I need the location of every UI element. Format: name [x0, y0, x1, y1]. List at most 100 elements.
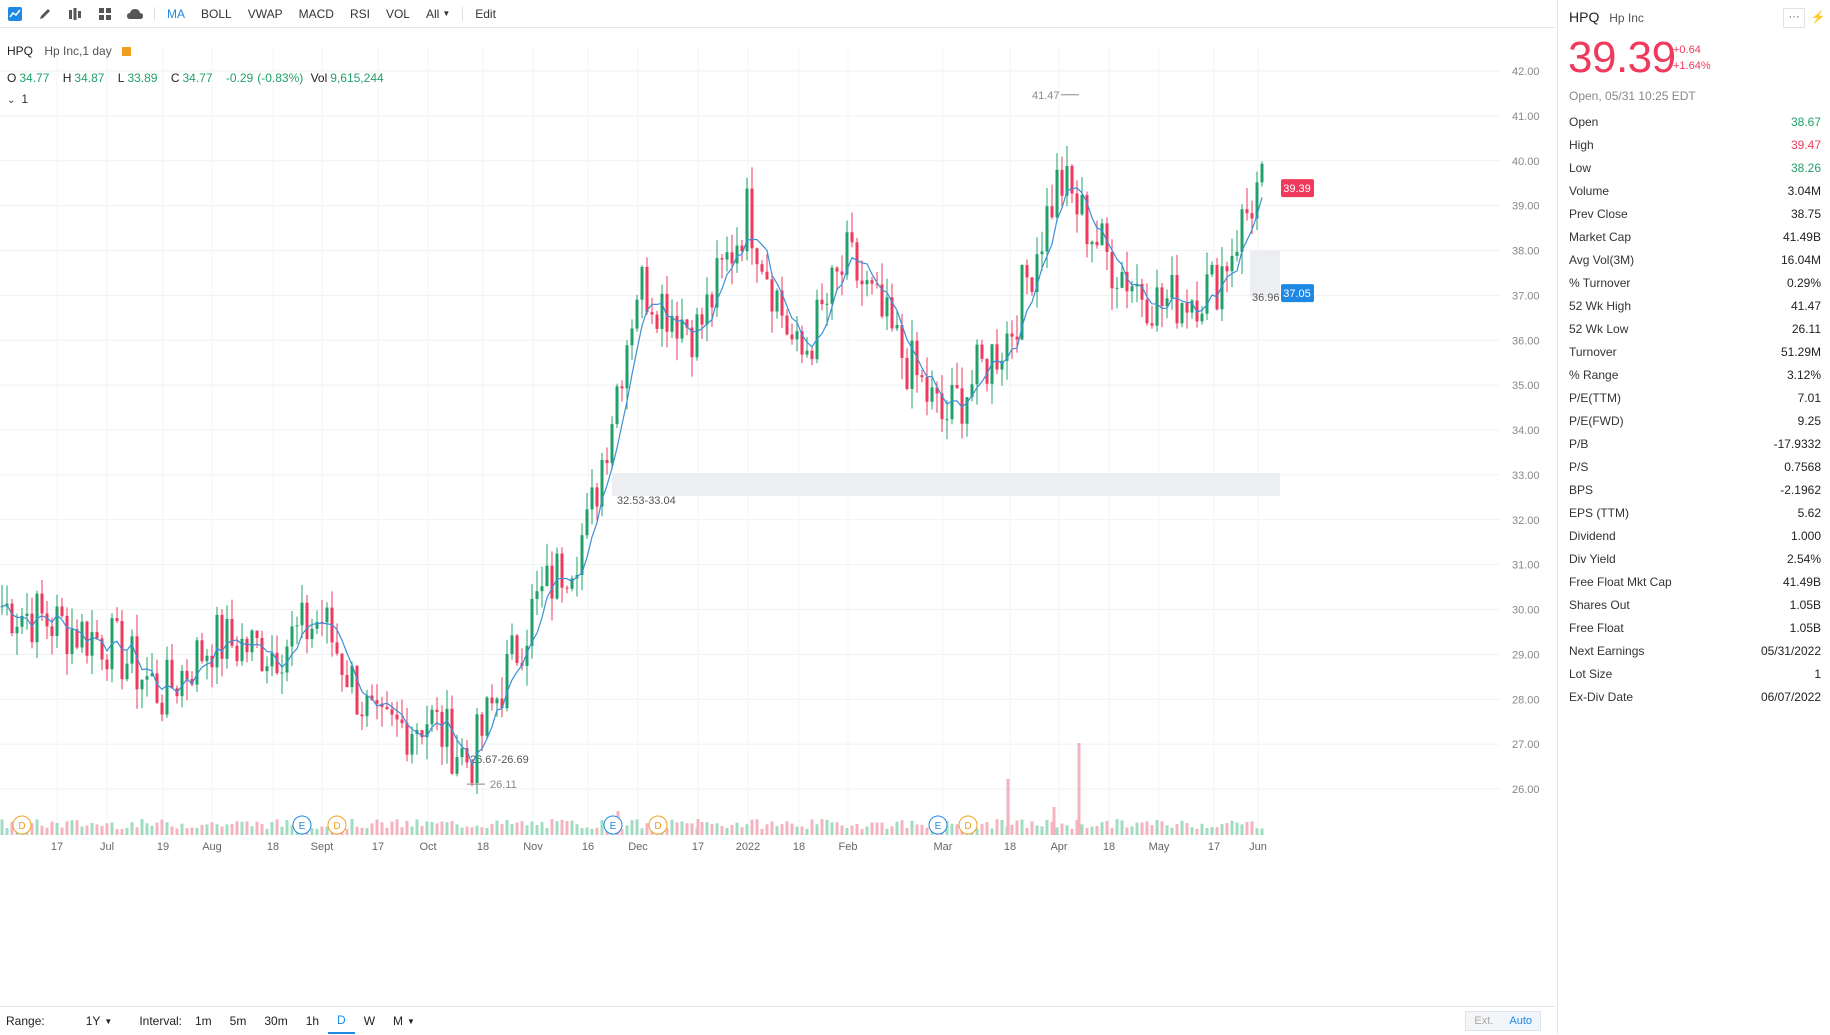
indicator-boll[interactable]: BOLL [201, 6, 232, 21]
quote-stat-label: Market Cap [1569, 230, 1632, 244]
indicator-vol[interactable]: VOL [385, 6, 410, 21]
candle-body [805, 350, 809, 355]
ma-collapse-toggle[interactable]: ⌄ 1 [7, 92, 28, 106]
volume-bar [280, 826, 284, 835]
quote-stat-value: 41.47 [1790, 299, 1821, 313]
candle-body [665, 293, 669, 332]
range-dropdown[interactable]: 1Y ▼ [77, 1007, 122, 1035]
ref-line-label: 36.96 [1252, 292, 1280, 304]
volume-bar [205, 824, 209, 835]
ohlc-open-label: O [7, 71, 17, 85]
volume-bar [160, 819, 164, 835]
ma-price-tag [1281, 284, 1314, 303]
volume-bar [995, 819, 999, 835]
volume-bar [690, 823, 694, 835]
indicator-vwap[interactable]: VWAP [247, 6, 283, 21]
candle-body [865, 280, 869, 285]
event-marker[interactable] [12, 815, 32, 835]
candle-body [460, 748, 464, 757]
ext-hours-button[interactable]: Ext. [1466, 1012, 1502, 1030]
interval-5m[interactable]: 5m [229, 1014, 247, 1028]
gap-zone-label: 32.53-33.04 [617, 495, 676, 507]
candle-body [395, 714, 399, 720]
interval-d[interactable]: D [328, 1008, 355, 1034]
range-value: 1Y [85, 1014, 101, 1028]
volume-bar [1245, 821, 1249, 835]
draw-pencil-icon[interactable] [30, 0, 60, 27]
layout-grid-icon[interactable] [90, 0, 120, 27]
volume-bar [180, 823, 184, 835]
chart-type-icon[interactable] [0, 0, 30, 27]
cloud-icon[interactable] [120, 0, 150, 27]
legend-settings-icon[interactable] [122, 47, 132, 57]
volume-bar [885, 828, 889, 835]
volume-bar [395, 819, 399, 835]
event-marker[interactable] [648, 815, 668, 835]
event-marker[interactable] [928, 815, 948, 835]
candle-body [465, 748, 469, 763]
interval-1h[interactable]: 1h [305, 1014, 320, 1028]
indicator-icon[interactable] [60, 0, 90, 27]
last-price-tag-text: 39.39 [1283, 183, 1311, 195]
candle-body [120, 621, 124, 680]
auto-scale-button[interactable]: Auto [1501, 1012, 1540, 1030]
volume-bar [90, 822, 94, 835]
indicator-ma[interactable]: MA [167, 6, 185, 21]
candle-body [420, 730, 424, 738]
indicator-macd[interactable]: MACD [298, 6, 334, 21]
interval-w[interactable]: W [363, 1014, 376, 1028]
quote-stat-row: Ex-Div Date 06/07/2022 [1569, 686, 1821, 709]
candle-body [640, 266, 644, 300]
volume-bar [920, 824, 924, 835]
candle-body [1200, 313, 1204, 322]
interval-30m[interactable]: 30m [264, 1014, 288, 1028]
price-chart[interactable]: 42.00 41.00 40.00 39.00 38.00 37.00 36.00 35.00… [0, 27, 1555, 1006]
volume-bar [975, 828, 979, 835]
volume-bar [320, 826, 324, 835]
candle-body [1120, 272, 1124, 288]
candle-body [525, 645, 529, 667]
candle-body [595, 487, 599, 507]
quote-stat-label: Free Float Mkt Cap [1569, 575, 1672, 589]
candle-body [705, 294, 709, 325]
candle-body [260, 637, 264, 672]
candle-body [390, 709, 394, 715]
chart-area[interactable]: MA BOLL VWAP MACD RSI VOL All ▼ Edit 42.0… [0, 0, 1555, 1035]
event-marker[interactable] [292, 815, 312, 835]
volume-bar [230, 824, 234, 835]
event-marker-label: D [964, 821, 971, 832]
indicator-rsi[interactable]: RSI [349, 6, 370, 21]
flash-icon[interactable]: ⚡ [1810, 10, 1826, 24]
indicator-all-dropdown[interactable]: All ▼ [418, 0, 458, 27]
volume-bar [345, 828, 349, 835]
x-tick-label: Jul [100, 841, 114, 853]
volume-bar [310, 828, 314, 835]
volume-bar [1195, 828, 1199, 835]
volume-bar [1200, 823, 1204, 835]
volume-bar [1145, 821, 1149, 835]
candle-body [305, 602, 309, 640]
more-options-button[interactable]: ··· [1783, 8, 1805, 28]
volume-bar [405, 821, 409, 835]
volume-bar [505, 819, 509, 835]
edit-indicators-button[interactable]: Edit [475, 6, 496, 21]
interval-1m[interactable]: 1m [195, 1014, 212, 1028]
volume-bar [495, 820, 499, 835]
volume-bar [1230, 820, 1234, 835]
event-marker[interactable] [327, 815, 347, 835]
volume-bar [735, 822, 739, 835]
interval-m-dropdown[interactable]: M ▼ [384, 1007, 424, 1035]
quote-stat-label: Dividend [1569, 529, 1616, 543]
quote-stat-value: 16.04M [1780, 253, 1821, 267]
volume-bar [380, 822, 384, 835]
candle-body [345, 674, 349, 688]
quote-name: Hp Inc [1609, 11, 1644, 25]
volume-bar [540, 821, 544, 835]
candle-body [760, 264, 764, 272]
event-marker[interactable] [603, 815, 623, 835]
event-marker[interactable] [958, 815, 978, 835]
volume-bar [950, 823, 954, 835]
volume-bar [1140, 822, 1144, 835]
volume-bar [830, 822, 834, 835]
volume-bar [1240, 824, 1244, 835]
